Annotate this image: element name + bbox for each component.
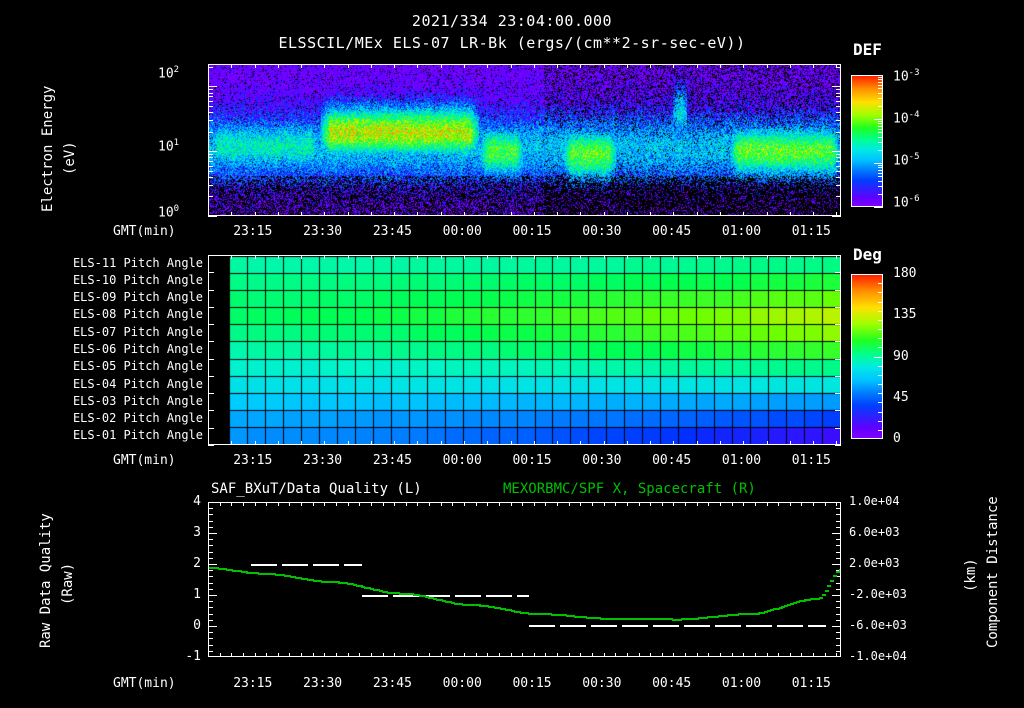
pitch-angle-row-label-2: ELS-09 Pitch Angle (72, 290, 203, 304)
quality-ytick-left-4: 0 (193, 618, 201, 633)
page-title-timestamp: 2021/334 23:04:00.000 (411, 12, 613, 30)
quality-ytick-right-4: -6.0e+03 (849, 618, 907, 632)
deg-colorbar-tick-1: 135 (893, 307, 917, 322)
quality-title-right: MEXORBMC/SPF X, Spacecraft (R) (503, 481, 756, 497)
pitch-angle-xtick-7: 01:00 (721, 453, 762, 468)
pitch-angle-row-label-6: ELS-05 Pitch Angle (72, 359, 203, 373)
spectrogram-image (209, 65, 840, 215)
pitch-angle-row-label-0: ELS-11 Pitch Angle (72, 256, 203, 270)
quality-xtick-8: 01:15 (791, 676, 831, 691)
pitch-angle-xaxis-label: GMT(min) (113, 453, 176, 468)
spectrogram-ylabel-units: (eV) (62, 141, 78, 175)
quality-ytick-right-5: -1.0e+04 (849, 649, 907, 663)
spectrogram-xtick-2: 23:45 (372, 224, 412, 239)
spectrogram-xtick-8: 01:15 (791, 224, 831, 239)
quality-xtick-0: 23:15 (233, 676, 273, 691)
quality-ylabel-left-units: (Raw) (60, 563, 76, 605)
quality-title-left: SAF_BXuT/Data Quality (L) (211, 481, 422, 497)
pitch-angle-row-label-7: ELS-04 Pitch Angle (72, 377, 203, 391)
spectrogram-xtick-3: 00:00 (442, 224, 482, 239)
page-subtitle: ELSSCIL/MEx ELS-07 LR-Bk (ergs/(cm**2-sr… (278, 34, 746, 52)
quality-xtick-4: 00:15 (512, 676, 552, 691)
spectrogram-ytick-1: 101 (158, 138, 180, 155)
quality-ytick-right-3: -2.0e+03 (849, 587, 907, 601)
quality-ylabel-right-units: (km) (963, 558, 979, 592)
quality-xaxis-label: GMT(min) (113, 676, 176, 691)
deg-colorbar-tick-3: 45 (893, 390, 909, 405)
pitch-angle-row-label-9: ELS-02 Pitch Angle (72, 411, 203, 425)
def-colorbar-tick-0: 10-3 (893, 68, 920, 85)
spectrogram-xaxis-label: GMT(min) (113, 224, 176, 239)
quality-ylabel-left-line2: (Raw) (60, 562, 76, 605)
quality-ytick-right-1: 6.0e+03 (849, 525, 900, 539)
pitch-angle-xtick-6: 00:45 (652, 453, 692, 468)
def-colorbar-tick-3: 10-6 (893, 194, 920, 211)
pitch-angle-xtick-3: 00:00 (442, 453, 482, 468)
deg-colorbar-tick-0: 180 (893, 266, 917, 281)
pitch-angle-image (209, 256, 840, 444)
quality-ytick-left-0: 4 (193, 494, 201, 509)
quality-ylabel-right-line2: (km) (963, 558, 979, 592)
quality-xtick-6: 00:45 (652, 676, 692, 691)
spectrogram-xtick-5: 00:30 (582, 224, 622, 239)
spectrogram-ytick-2: 100 (158, 204, 180, 221)
quality-ytick-left-1: 3 (193, 525, 201, 540)
spectrogram-ylabel-line1: Electron Energy (40, 85, 56, 212)
pitch-angle-xtick-2: 23:45 (372, 453, 412, 468)
pitch-angle-row-label-10: ELS-01 Pitch Angle (72, 428, 203, 442)
deg-colorbar-tick-2: 90 (893, 349, 909, 364)
spectrogram-xtick-1: 23:30 (303, 224, 343, 239)
quality-ytick-right-0: 1.0e+04 (849, 494, 900, 508)
pitch-angle-row-label-3: ELS-08 Pitch Angle (72, 307, 203, 321)
pitch-angle-xtick-8: 01:15 (791, 453, 831, 468)
pitch-angle-row-label-8: ELS-03 Pitch Angle (72, 394, 203, 408)
def-colorbar[interactable] (851, 75, 883, 207)
pitch-angle-row-label-4: ELS-07 Pitch Angle (72, 325, 203, 339)
pitch-angle-xtick-4: 00:15 (512, 453, 552, 468)
quality-xtick-1: 23:30 (303, 676, 343, 691)
quality-xtick-2: 23:45 (372, 676, 412, 691)
quality-ylabel-left-line1: Raw Data Quality (38, 513, 54, 648)
quality-ylabel-right: Component Distance (985, 496, 1001, 648)
quality-ytick-right-2: 2.0e+03 (849, 556, 900, 570)
deg-colorbar[interactable] (851, 274, 883, 439)
pitch-angle-row-label-5: ELS-06 Pitch Angle (72, 342, 203, 356)
def-colorbar-title: DEF (853, 40, 882, 59)
spectrogram-xtick-0: 23:15 (233, 224, 273, 239)
quality-xtick-7: 01:00 (721, 676, 762, 691)
spectrogram-ytick-0: 102 (158, 65, 180, 82)
quality-ytick-left-5: -1 (185, 649, 201, 664)
pitch-angle-xtick-5: 00:30 (582, 453, 622, 468)
quality-panel[interactable] (208, 502, 841, 657)
spectrogram-ylabel-line2: (eV) (62, 141, 78, 175)
quality-ylabel-left: Raw Data Quality (38, 513, 54, 648)
def-colorbar-tick-1: 10-4 (893, 110, 920, 127)
pitch-angle-row-label-1: ELS-10 Pitch Angle (72, 273, 203, 287)
spectrogram-xtick-7: 01:00 (721, 224, 762, 239)
quality-ytick-left-3: 1 (193, 587, 201, 602)
spectrogram-xtick-6: 00:45 (652, 224, 692, 239)
deg-colorbar-title: Deg (853, 245, 882, 264)
spectrogram-ylabel: Electron Energy (40, 86, 56, 212)
deg-colorbar-tick-4: 0 (893, 431, 901, 446)
quality-xtick-3: 00:00 (442, 676, 482, 691)
spectrogram-xtick-4: 00:15 (512, 224, 552, 239)
pitch-angle-xtick-1: 23:30 (303, 453, 343, 468)
pitch-angle-xtick-0: 23:15 (233, 453, 273, 468)
quality-xtick-5: 00:30 (582, 676, 622, 691)
quality-ylabel-right-line1: Component Distance (985, 496, 1001, 648)
def-colorbar-tick-2: 10-5 (893, 152, 920, 169)
quality-ytick-left-2: 2 (193, 556, 201, 571)
